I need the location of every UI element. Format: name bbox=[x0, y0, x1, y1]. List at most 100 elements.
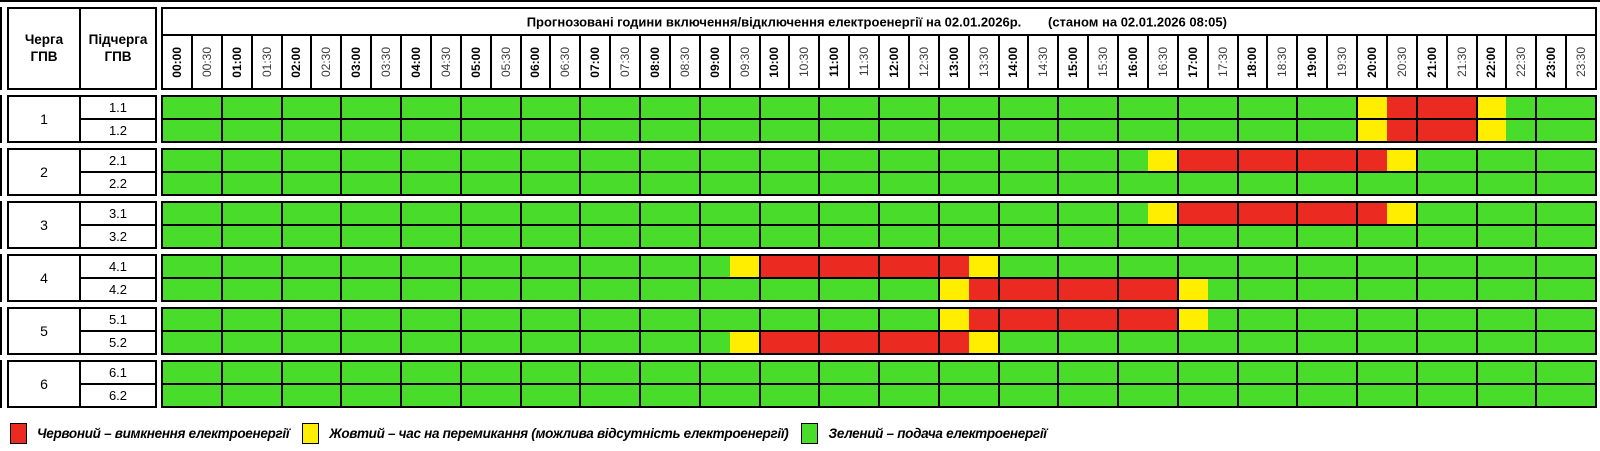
hour-cell bbox=[760, 332, 821, 353]
time-label-cell: 20:30 bbox=[1388, 36, 1418, 88]
hour-cell bbox=[163, 150, 223, 171]
half-hour-slot bbox=[610, 309, 639, 330]
hour-cell bbox=[1178, 226, 1239, 247]
half-hour-slot bbox=[1119, 309, 1148, 330]
half-hour-slot bbox=[700, 150, 730, 171]
hour-cell bbox=[700, 309, 761, 330]
half-hour-slot bbox=[461, 203, 491, 224]
half-hour-slot bbox=[251, 256, 281, 277]
half-hour-slot bbox=[880, 309, 909, 330]
hour-cell bbox=[1477, 362, 1538, 383]
hour-cell bbox=[820, 226, 880, 247]
time-label-cell: 05:00 bbox=[462, 36, 492, 88]
subqueue-labels: 1.1 1.2 bbox=[81, 97, 155, 141]
half-hour-slot bbox=[490, 97, 520, 118]
hour-cell bbox=[760, 226, 821, 247]
hour-cell bbox=[1298, 332, 1358, 353]
legend: Червоний – вимкнення електроенергії Жовт… bbox=[10, 419, 1047, 447]
time-label: 07:00 bbox=[588, 46, 603, 78]
hour-cell bbox=[222, 385, 283, 406]
time-label: 09:30 bbox=[737, 46, 752, 78]
half-hour-slot bbox=[789, 385, 819, 406]
half-hour-slot bbox=[1178, 226, 1208, 247]
half-hour-slot bbox=[729, 309, 759, 330]
half-hour-slot bbox=[1207, 173, 1237, 194]
hour-cell bbox=[1417, 226, 1478, 247]
legend-item-yellow: Жовтий – час на перемикання (можлива від… bbox=[302, 422, 789, 444]
half-hour-slot bbox=[163, 385, 192, 406]
half-hour-slot bbox=[669, 97, 699, 118]
hour-cell bbox=[1298, 362, 1358, 383]
hour-cell bbox=[282, 150, 343, 171]
time-label-cell: 18:00 bbox=[1239, 36, 1269, 88]
half-hour-slot bbox=[311, 203, 341, 224]
half-hour-slot bbox=[251, 332, 281, 353]
hour-cell bbox=[1477, 203, 1538, 224]
row-header-box: Черга ГПВ Підчерга ГПВ bbox=[7, 7, 157, 90]
subqueue-label-4.2: 4.2 bbox=[108, 282, 128, 297]
hour-cell bbox=[939, 203, 1000, 224]
hour-cell bbox=[1059, 150, 1119, 171]
hour-cell bbox=[1417, 150, 1478, 171]
half-hour-slot bbox=[1028, 120, 1058, 141]
half-hour-slot bbox=[669, 173, 699, 194]
half-hour-slot bbox=[1119, 362, 1148, 383]
half-hour-slot bbox=[669, 332, 699, 353]
time-label: 12:00 bbox=[886, 46, 901, 78]
hour-cell bbox=[342, 150, 402, 171]
hour-cell bbox=[999, 226, 1060, 247]
hour-cell bbox=[1119, 385, 1179, 406]
half-hour-slot bbox=[430, 120, 460, 141]
half-hour-slot bbox=[968, 309, 998, 330]
half-hour-slot bbox=[1238, 256, 1268, 277]
half-hour-slot bbox=[371, 362, 400, 383]
half-hour-slot bbox=[729, 362, 759, 383]
half-hour-slot bbox=[1178, 256, 1208, 277]
queue-data-box bbox=[161, 148, 1597, 196]
half-hour-slot bbox=[521, 332, 551, 353]
hour-cell bbox=[163, 362, 223, 383]
half-hour-slot bbox=[1358, 97, 1387, 118]
half-hour-slot bbox=[550, 362, 580, 383]
half-hour-slot bbox=[521, 279, 551, 300]
half-hour-slot bbox=[1386, 120, 1416, 141]
hour-cell bbox=[282, 362, 343, 383]
hour-cell bbox=[820, 150, 880, 171]
table-left-edge-line bbox=[0, 95, 2, 143]
hour-cell bbox=[1417, 256, 1478, 277]
time-label: 01:30 bbox=[259, 46, 274, 78]
time-label-cell: 16:00 bbox=[1119, 36, 1149, 88]
half-hour-slot bbox=[820, 150, 850, 171]
hour-cell bbox=[1358, 173, 1418, 194]
half-hour-slot bbox=[729, 150, 759, 171]
hour-cell bbox=[461, 309, 522, 330]
queue-labels-box: 2 2.1 2.2 bbox=[7, 148, 157, 196]
half-hour-slot bbox=[880, 385, 909, 406]
half-hour-slot bbox=[729, 226, 759, 247]
half-hour-slot bbox=[311, 97, 341, 118]
half-hour-slot bbox=[760, 385, 790, 406]
half-hour-slot bbox=[282, 309, 312, 330]
half-hour-slot bbox=[1358, 332, 1387, 353]
half-hour-slot bbox=[430, 173, 460, 194]
hour-cell bbox=[939, 97, 1000, 118]
half-hour-slot bbox=[1417, 256, 1447, 277]
half-hour-slot bbox=[700, 226, 730, 247]
half-hour-slot bbox=[311, 279, 341, 300]
hour-cell bbox=[999, 309, 1060, 330]
hour-cell bbox=[939, 309, 1000, 330]
half-hour-slot bbox=[1267, 120, 1297, 141]
half-hour-slot bbox=[999, 279, 1029, 300]
half-hour-slot bbox=[641, 150, 670, 171]
half-hour-slot bbox=[641, 385, 670, 406]
half-hour-slot bbox=[282, 256, 312, 277]
half-hour-slot bbox=[1147, 279, 1177, 300]
half-hour-slot bbox=[402, 279, 431, 300]
hour-cell bbox=[402, 309, 462, 330]
half-hour-slot bbox=[1537, 173, 1567, 194]
time-label: 00:30 bbox=[199, 46, 214, 78]
half-hour-slot bbox=[342, 203, 372, 224]
half-hour-slot bbox=[1059, 332, 1089, 353]
hour-cell bbox=[1477, 150, 1538, 171]
time-label-cell: 12:00 bbox=[880, 36, 910, 88]
